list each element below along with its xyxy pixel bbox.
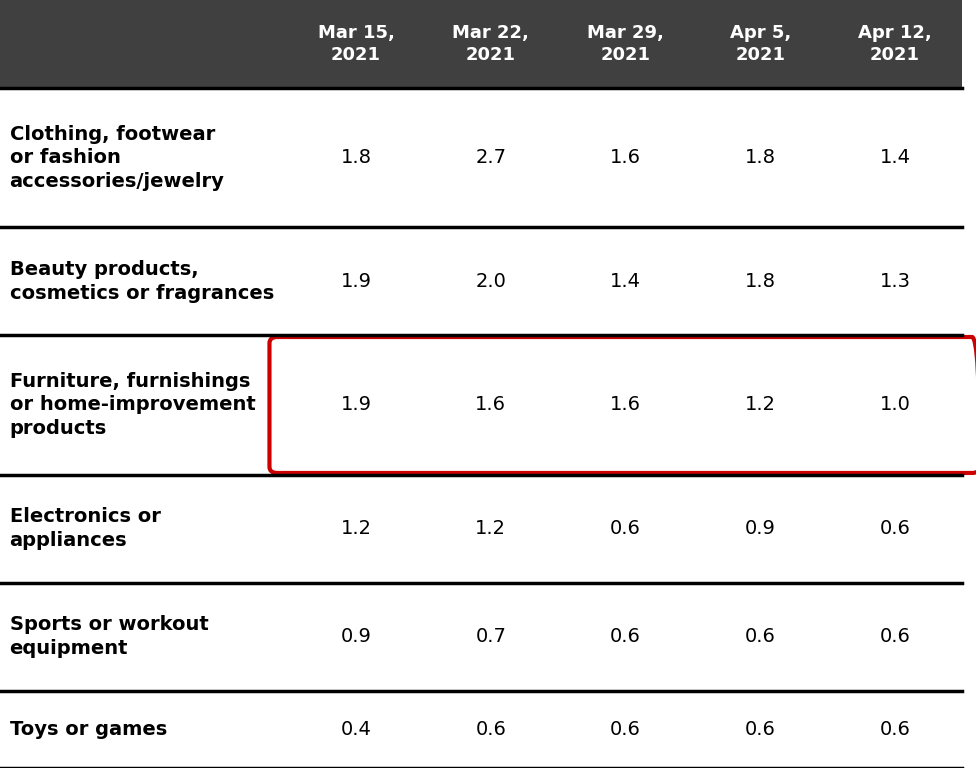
Bar xyxy=(0,88,962,227)
Text: Mar 29,
2021: Mar 29, 2021 xyxy=(588,24,664,65)
Bar xyxy=(0,583,962,690)
Text: 1.3: 1.3 xyxy=(879,272,911,291)
Text: 0.9: 0.9 xyxy=(745,519,776,538)
Text: 1.0: 1.0 xyxy=(879,396,911,415)
Text: 0.6: 0.6 xyxy=(475,720,507,739)
Text: 1.4: 1.4 xyxy=(879,148,911,167)
Text: 1.8: 1.8 xyxy=(341,148,372,167)
Text: 0.6: 0.6 xyxy=(610,720,641,739)
Text: 0.7: 0.7 xyxy=(475,627,507,646)
Text: Toys or games: Toys or games xyxy=(10,720,167,739)
Text: 1.8: 1.8 xyxy=(745,272,776,291)
Text: Mar 22,
2021: Mar 22, 2021 xyxy=(453,24,529,65)
Text: 2.0: 2.0 xyxy=(475,272,507,291)
Text: 1.4: 1.4 xyxy=(610,272,641,291)
Text: 0.9: 0.9 xyxy=(341,627,372,646)
Text: Furniture, furnishings
or home-improvement
products: Furniture, furnishings or home-improveme… xyxy=(10,372,256,438)
Text: 1.9: 1.9 xyxy=(341,396,372,415)
Text: Mar 15,
2021: Mar 15, 2021 xyxy=(317,24,394,65)
Text: Sports or workout
equipment: Sports or workout equipment xyxy=(10,615,208,658)
Text: 1.8: 1.8 xyxy=(745,148,776,167)
Text: 1.6: 1.6 xyxy=(610,396,641,415)
Text: 1.2: 1.2 xyxy=(475,519,507,538)
Text: 1.2: 1.2 xyxy=(341,519,372,538)
Text: 0.6: 0.6 xyxy=(879,519,911,538)
Bar xyxy=(0,690,962,768)
Text: 1.6: 1.6 xyxy=(475,396,507,415)
Text: Apr 5,
2021: Apr 5, 2021 xyxy=(730,24,791,65)
Text: Apr 12,
2021: Apr 12, 2021 xyxy=(858,24,932,65)
Bar xyxy=(0,227,962,336)
Text: 0.6: 0.6 xyxy=(745,627,776,646)
Text: 0.6: 0.6 xyxy=(610,627,641,646)
Text: 1.2: 1.2 xyxy=(745,396,776,415)
Text: 0.6: 0.6 xyxy=(879,720,911,739)
Text: 0.6: 0.6 xyxy=(879,627,911,646)
Text: Clothing, footwear
or fashion
accessories/jewelry: Clothing, footwear or fashion accessorie… xyxy=(10,125,224,190)
Text: 2.7: 2.7 xyxy=(475,148,507,167)
Text: Beauty products,
cosmetics or fragrances: Beauty products, cosmetics or fragrances xyxy=(10,260,274,303)
Text: 0.6: 0.6 xyxy=(745,720,776,739)
Bar xyxy=(0,475,962,583)
Text: 0.6: 0.6 xyxy=(610,519,641,538)
Text: 1.6: 1.6 xyxy=(610,148,641,167)
Text: 0.4: 0.4 xyxy=(341,720,372,739)
Text: 1.9: 1.9 xyxy=(341,272,372,291)
Bar xyxy=(0,0,962,88)
Text: Electronics or
appliances: Electronics or appliances xyxy=(10,508,160,550)
Bar xyxy=(0,336,962,475)
